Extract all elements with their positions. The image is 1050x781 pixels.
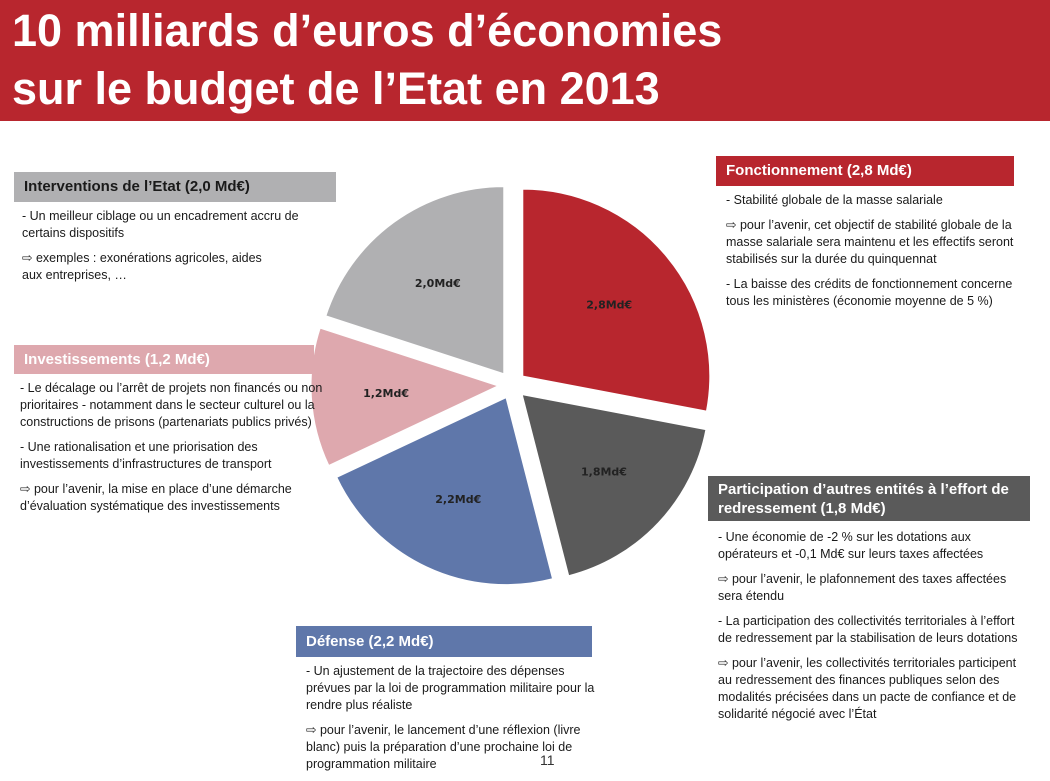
pie-slice-label-0: 2,8Md€: [586, 299, 632, 312]
fonctionnement-text-1: - Stabilité globale de la masse salarial…: [726, 193, 943, 207]
page-title-line-2: sur le budget de l’Etat en 2013: [12, 63, 660, 114]
defense-title: Défense (2,2 Md€): [296, 626, 592, 657]
fonctionnement-text-3: - La baisse des crédits de fonctionnemen…: [726, 277, 1013, 308]
interventions-text-2: ⇨ exemples : exonérations agricoles, aid…: [22, 251, 262, 282]
investissements-text-2: - Une rationalisation et une priorisatio…: [20, 440, 272, 471]
fonctionnement-title: Fonctionnement (2,8 Md€): [716, 156, 1014, 186]
pie-slice-label-2: 2,2Md€: [435, 493, 481, 506]
pie-slice-label-1: 1,8Md€: [581, 465, 627, 478]
pie-slice-2: [336, 396, 554, 586]
interventions-title: Interventions de l’Etat (2,0 Md€): [14, 172, 336, 202]
participation-title: Participation d’autres entités à l’effor…: [708, 476, 1030, 521]
fonctionnement-text-2: ⇨ pour l’avenir, cet objectif de stabili…: [726, 218, 1014, 266]
pie-slice-0: [522, 188, 711, 412]
participation-text-2: ⇨ pour l’avenir, le plafonnement des tax…: [718, 572, 1007, 603]
pie-slice-label-3: 1,2Md€: [363, 387, 409, 400]
investissements-text-3: ⇨ pour l’avenir, la mise en place d’une …: [20, 482, 292, 513]
page-title-line-1: 10 milliards d’euros d’économies: [12, 5, 723, 56]
title-banner: 10 milliards d’euros d’économies sur le …: [0, 0, 1050, 121]
interventions-text-1: - Un meilleur ciblage ou un encadrement …: [22, 209, 299, 240]
pie-slice-3: [310, 327, 500, 467]
defense-text-2: ⇨ pour l’avenir, le lancement d’une réfl…: [306, 723, 581, 771]
page-number: 11: [540, 752, 555, 768]
pie-slice-4: [325, 186, 505, 375]
defense-text-1: - Un ajustement de la trajectoire des dé…: [306, 664, 595, 712]
participation-box: Participation d’autres entités à l’effor…: [708, 476, 1030, 731]
pie-slice-label-4: 2,0Md€: [415, 277, 461, 290]
pie-slice-1: [521, 393, 707, 577]
fonctionnement-box: Fonctionnement (2,8 Md€) - Stabilité glo…: [716, 156, 1014, 318]
investissements-box: Investissements (1,2 Md€) - Le décalage …: [14, 345, 322, 523]
page-title: 10 milliards d’euros d’économies sur le …: [12, 2, 722, 118]
interventions-box: Interventions de l’Etat (2,0 Md€) - Un m…: [14, 172, 336, 292]
defense-box: Défense (2,2 Md€) - Un ajustement de la …: [296, 626, 594, 781]
investissements-title: Investissements (1,2 Md€): [14, 345, 314, 374]
participation-text-3: - La participation des collectivités ter…: [718, 614, 1018, 645]
investissements-text-1: - Le décalage ou l’arrêt de projets non …: [20, 381, 323, 429]
participation-text-1: - Une économie de -2 % sur les dotations…: [718, 530, 984, 561]
participation-text-4: ⇨ pour l’avenir, les collectivités terri…: [718, 656, 1017, 721]
